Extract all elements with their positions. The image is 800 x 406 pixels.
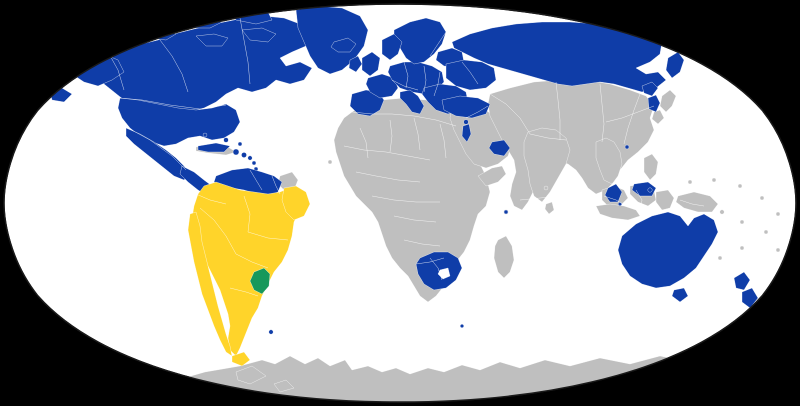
region-group-green bbox=[249, 267, 271, 295]
country-borders bbox=[107, 17, 705, 297]
region-group-yellow bbox=[187, 181, 311, 367]
region-africa bbox=[333, 97, 515, 303]
globe-outline bbox=[3, 3, 797, 403]
